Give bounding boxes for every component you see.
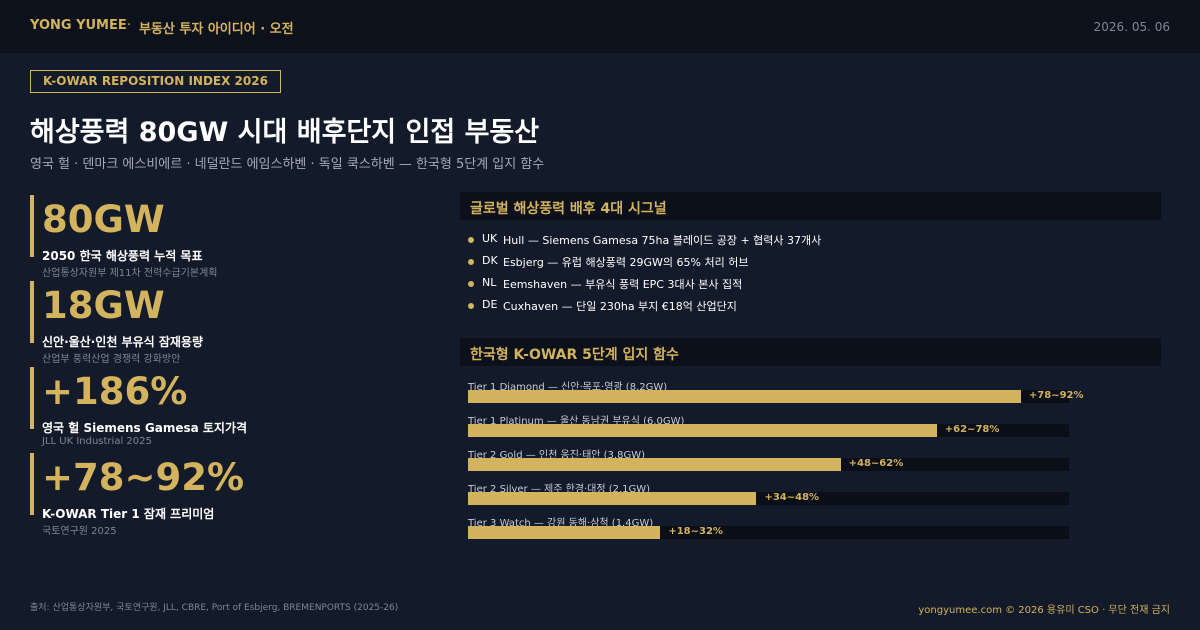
signals-title: 글로벌 해상풍력 배후 4대 시그널 <box>470 201 667 217</box>
stat-accent <box>30 453 34 515</box>
stat-label: K-OWAR Tier 1 잠재 프리미엄 <box>42 507 215 521</box>
category-label: Tier 2 Gold — 인천 옹진·태안 (3.8GW) <box>468 450 645 461</box>
footer-copyright: yongyumee.com © 2026 용유미 CSO · 무단 전재 금지 <box>918 605 1170 616</box>
title: 해상풍력 80GW 시대 배후단지 인접 부동산 <box>30 117 540 148</box>
stat-source: 산업통상자원부 제11차 전력수급기본계획 <box>42 268 218 279</box>
stat-value: 80GW <box>42 198 165 241</box>
stat-source: 산업부 풍력산업 경쟁력 강화방안 <box>42 354 181 365</box>
date: 2026. 05. 06 <box>1093 20 1170 34</box>
stat-source: 국토연구원 2025 <box>42 526 117 537</box>
signal-text: Hull — Siemens Gamesa 75ha 블레이드 공장 + 협력사… <box>503 234 822 247</box>
stat-label: 2050 한국 해상풍력 누적 목표 <box>42 249 203 263</box>
brand: YONG YUMEE <box>30 18 127 33</box>
signal-code: UK <box>482 232 498 245</box>
value-label: +34~48% <box>764 492 820 503</box>
category-label: Tier 1 Platinum — 울산 동남권 부유식 (6.0GW) <box>468 416 685 427</box>
value-label: +78~92% <box>1028 390 1084 401</box>
stat-value: 18GW <box>42 284 165 327</box>
stat-value: +186% <box>42 370 188 413</box>
signal-code: NL <box>482 276 497 289</box>
badge: K-OWAR REPOSITION INDEX 2026 <box>30 70 281 93</box>
signal-text: Esbjerg — 유럽 해상풍력 29GW의 65% 처리 허브 <box>503 256 749 269</box>
chart-head: 한국형 K-OWAR 5단계 입지 함수 <box>460 338 1161 366</box>
category-label: Tier 2 Silver — 제주 한경·대정 (2.1GW) <box>468 484 651 495</box>
stat-label: 신안·울산·인천 부유식 잠재용량 <box>42 335 203 349</box>
subtitle: 영국 헐 · 덴마크 에스비에르 · 네덜란드 에임스하벤 · 독일 쿡스하벤 … <box>30 157 545 172</box>
stat-accent <box>30 281 34 343</box>
signal-text: Eemshaven — 부유식 풍력 EPC 3대사 본사 집적 <box>503 278 743 291</box>
stat-label: 영국 헐 Siemens Gamesa 토지가격 <box>42 421 248 435</box>
bullet <box>468 237 474 243</box>
signals-head: 글로벌 해상풍력 배후 4대 시그널 <box>460 192 1161 220</box>
bar <box>468 526 661 539</box>
header-bar <box>0 0 1200 53</box>
stat-accent <box>30 367 34 429</box>
value-label: +18~32% <box>668 526 723 537</box>
separator: · <box>127 18 132 33</box>
footer-source: 출처: 산업통상자원부, 국토연구원, JLL, CBRE, Port of E… <box>30 603 399 613</box>
bar <box>468 424 937 437</box>
bullet <box>468 281 474 287</box>
bullet <box>468 303 474 309</box>
value-label: +62~78% <box>944 424 1000 435</box>
signal-code: DE <box>482 298 498 311</box>
stat-source: JLL UK Industrial 2025 <box>42 436 152 447</box>
value-label: +48~62% <box>848 458 904 469</box>
category-label: Tier 1 Diamond — 신안·목포·영광 (8.2GW) <box>468 382 668 393</box>
category-label: Tier 3 Watch — 강원 동해·삼척 (1.4GW) <box>468 518 654 529</box>
bar <box>468 390 1021 403</box>
stat-value: +78~92% <box>42 456 245 499</box>
signal-text: Cuxhaven — 단일 230ha 부지 €18억 산업단지 <box>503 300 737 313</box>
bullet <box>468 259 474 265</box>
bar <box>468 492 757 505</box>
chart-title: 한국형 K-OWAR 5단계 입지 함수 <box>470 347 679 363</box>
section: 부동산 투자 아이디어 · 오전 <box>139 22 294 37</box>
stat-accent <box>30 195 34 257</box>
bar <box>468 458 841 471</box>
signal-code: DK <box>482 254 498 267</box>
